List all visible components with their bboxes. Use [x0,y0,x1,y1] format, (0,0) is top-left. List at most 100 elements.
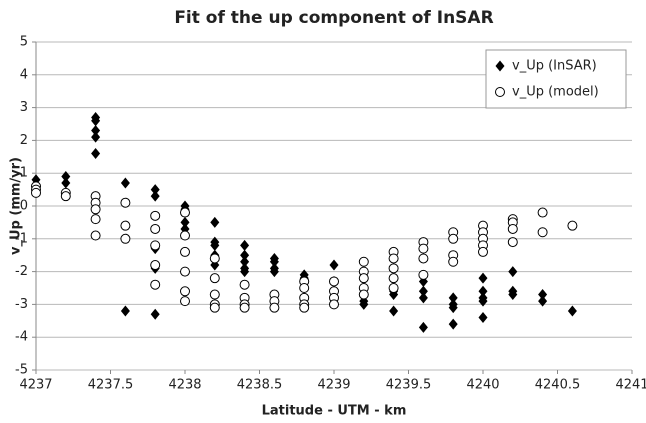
y-tick-label: -5 [15,363,28,378]
point [388,263,399,274]
point [209,273,220,284]
point [478,246,488,257]
point [358,256,369,267]
point [180,246,190,257]
y-tick-label: -2 [15,264,28,279]
point [418,243,429,254]
point [448,233,459,244]
y-tick-label: -1 [15,231,28,246]
point [269,266,279,278]
point [448,318,458,330]
point [388,283,399,293]
point [269,302,280,313]
point [180,286,190,297]
y-axis-label: v_Up (mm/yr) [9,157,24,255]
point [448,256,459,267]
point [120,197,131,208]
x-tick-label: 4239.5 [386,378,432,393]
x-tick-label: 4240.5 [535,378,581,393]
point [478,295,488,307]
point [180,266,190,277]
point [418,285,428,297]
point [180,296,190,307]
y-tick-label: 2 [20,133,28,148]
point [150,308,160,320]
point [299,283,310,293]
point [388,253,399,264]
point [90,204,101,215]
point [91,115,101,127]
point [507,237,518,248]
point [508,266,518,278]
point [120,233,131,244]
point [209,302,220,313]
y-tick-label: -4 [15,330,28,345]
point [299,302,310,313]
point [91,125,101,137]
legend-marker [495,87,505,97]
point [240,266,250,278]
point [448,302,458,314]
y-tick-label: 4 [20,67,28,82]
point [61,177,71,189]
point [478,312,488,324]
point [150,223,161,234]
y-tick-label: -3 [15,297,28,312]
point [120,220,131,231]
x-tick-label: 4238 [168,378,201,393]
x-tick-label: 4237 [19,378,52,393]
point [209,253,220,264]
point [91,148,101,160]
point [358,289,369,300]
point [61,170,71,182]
point [538,295,548,307]
point [180,216,190,228]
point [180,207,190,218]
x-tick-label: 4238.5 [237,378,283,393]
point [448,292,458,304]
point [358,273,369,284]
point [240,249,250,261]
legend-label: v_Up (model) [512,85,599,100]
point [150,210,161,221]
point [180,230,190,241]
point [239,302,250,313]
chart-title: Fit of the up component of InSAR [174,8,493,28]
y-tick-label: 3 [20,100,28,115]
point [240,239,250,251]
point [150,184,160,196]
point [329,259,339,271]
point [90,214,101,225]
point [210,239,220,251]
point [478,285,488,297]
point [240,256,250,268]
point [31,187,41,198]
x-axis-label: Latitude - UTM - km [262,404,407,419]
point [91,131,101,143]
point [269,256,279,268]
point [120,177,130,189]
point [239,279,250,290]
point [150,190,160,202]
point [90,230,101,241]
point [537,227,548,238]
point [418,292,428,304]
point [150,240,161,251]
point [567,305,577,317]
point [418,269,429,280]
point [60,191,71,202]
x-tick-label: 4240 [466,378,499,393]
point [508,289,518,301]
point [120,305,130,317]
y-tick-label: 5 [20,35,28,50]
point [150,260,161,271]
point [538,289,548,301]
x-tick-label: 4241 [615,378,646,393]
point [359,298,369,310]
point [388,273,399,284]
x-tick-label: 4237.5 [88,378,134,393]
point [329,276,339,287]
point [507,223,518,234]
point [209,289,220,300]
point [567,220,578,231]
